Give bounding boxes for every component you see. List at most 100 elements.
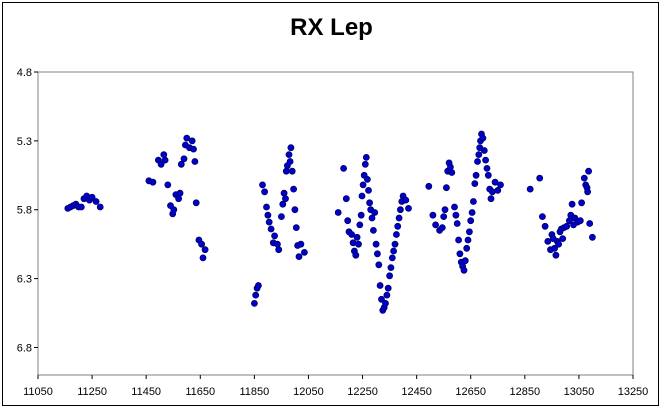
- data-point: [362, 153, 370, 161]
- data-point: [589, 233, 596, 241]
- data-point: [586, 220, 594, 227]
- data-point: [463, 244, 471, 252]
- y-tick-label: 4.8: [17, 67, 32, 79]
- data-point: [536, 174, 544, 182]
- data-point: [541, 222, 549, 230]
- data-point: [183, 134, 191, 142]
- data-point: [191, 158, 199, 165]
- data-point: [250, 299, 258, 307]
- data-point: [160, 151, 168, 159]
- data-point: [287, 144, 295, 152]
- x-tick-label: 12850: [510, 386, 541, 398]
- data-point: [460, 266, 468, 274]
- data-point: [279, 200, 287, 208]
- x-tick-label: 12250: [347, 386, 378, 398]
- data-point: [446, 163, 454, 171]
- x-tick-label: 13050: [564, 386, 595, 398]
- data-point: [265, 218, 273, 226]
- data-point: [282, 167, 290, 175]
- data-point: [361, 160, 369, 168]
- x-tick-label: 12450: [401, 386, 432, 398]
- data-point: [491, 178, 499, 186]
- y-tick-label: 5.8: [17, 205, 32, 217]
- data-point: [479, 134, 487, 142]
- data-point: [526, 185, 534, 193]
- data-point: [451, 203, 458, 211]
- data-point: [461, 257, 469, 265]
- data-point: [199, 254, 207, 262]
- data-point: [353, 233, 361, 241]
- data-point: [352, 251, 360, 259]
- data-point: [365, 186, 372, 194]
- x-tick-label: 11050: [23, 386, 53, 398]
- data-point: [383, 291, 391, 299]
- data-point: [291, 206, 299, 214]
- data-point: [394, 222, 402, 230]
- data-point: [363, 175, 371, 183]
- data-point: [376, 282, 384, 289]
- data-point: [334, 209, 342, 216]
- data-point: [180, 155, 188, 163]
- data-point: [254, 282, 262, 289]
- data-point: [391, 240, 399, 248]
- data-point: [453, 220, 461, 227]
- data-point: [396, 206, 404, 214]
- data-point: [348, 231, 356, 238]
- data-point: [359, 181, 367, 189]
- data-point: [475, 151, 483, 159]
- data-point: [482, 156, 490, 164]
- data-point: [425, 182, 433, 190]
- data-point: [464, 236, 472, 244]
- data-point: [576, 217, 584, 225]
- data-point: [497, 181, 504, 189]
- chart-title: RX Lep: [290, 14, 373, 41]
- data-point: [285, 151, 293, 159]
- data-point: [170, 206, 178, 214]
- data-point: [402, 196, 410, 204]
- data-point: [386, 272, 394, 280]
- data-point: [263, 203, 270, 211]
- data-point: [372, 240, 380, 248]
- data-point: [456, 250, 464, 258]
- y-tick-label: 6.3: [17, 274, 32, 286]
- data-point: [271, 232, 279, 240]
- data-point: [585, 167, 592, 175]
- data-point: [555, 240, 562, 248]
- data-point: [264, 211, 272, 219]
- data-point: [192, 199, 200, 207]
- data-point: [395, 214, 403, 222]
- data-point: [559, 235, 567, 243]
- data-point: [292, 224, 300, 232]
- data-point: [252, 291, 260, 299]
- data-point: [441, 206, 449, 214]
- data-point: [474, 158, 481, 165]
- data-point: [442, 184, 450, 192]
- data-point: [369, 226, 377, 234]
- data-point: [467, 217, 475, 225]
- data-point: [382, 299, 389, 307]
- data-point: [161, 156, 169, 164]
- data-point: [469, 198, 477, 205]
- data-point: [297, 240, 305, 248]
- data-point: [342, 195, 350, 203]
- data-point: [149, 178, 157, 186]
- x-axis: 11050 11250 11450 11650 11850 12050 12250 12450…: [23, 375, 648, 398]
- data-point: [378, 295, 385, 303]
- data-point: [563, 222, 571, 230]
- data-point: [384, 284, 392, 292]
- data-point: [487, 195, 495, 203]
- data-point: [300, 248, 308, 256]
- data-point: [261, 188, 269, 196]
- data-point: [438, 224, 446, 232]
- data-point: [77, 203, 85, 211]
- data-point: [429, 211, 437, 219]
- data-point: [373, 250, 381, 258]
- data-point: [275, 246, 283, 254]
- data-point: [387, 264, 395, 272]
- x-tick-label: 11850: [239, 386, 269, 398]
- data-point: [357, 211, 365, 219]
- data-point: [288, 167, 296, 175]
- data-point: [484, 171, 492, 179]
- data-point: [392, 231, 400, 238]
